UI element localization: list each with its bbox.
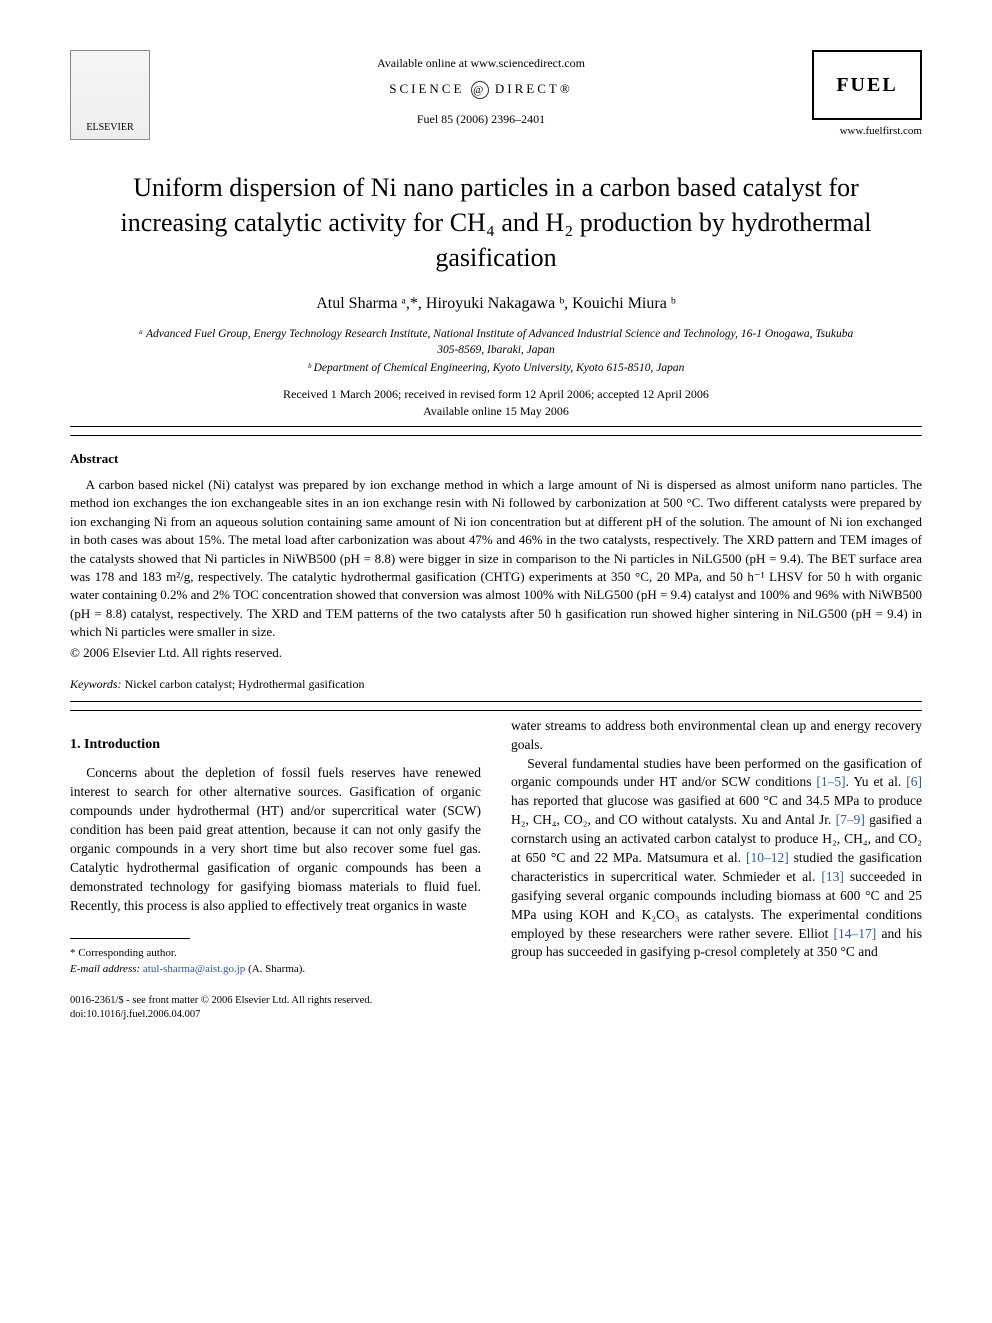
authors-line: Atul Sharma ᵃ,*, Hiroyuki Nakagawa ᵇ, Ko… — [70, 293, 922, 315]
article-title: Uniform dispersion of Ni nano particles … — [100, 170, 892, 275]
journal-url: www.fuelfirst.com — [802, 124, 922, 139]
ref-link-10-12[interactable]: [10–12] — [746, 850, 789, 865]
sciencedirect-at-icon: @ — [471, 81, 489, 99]
bottom-metadata: 0016-2361/$ - see front matter © 2006 El… — [70, 994, 481, 1023]
intro-paragraph-1: Concerns about the depletion of fossil f… — [70, 764, 481, 915]
sciencedirect-text-right: DIRECT® — [495, 81, 573, 96]
intro-p2-b: . Yu et al. — [846, 774, 907, 789]
ref-link-7-9[interactable]: [7–9] — [836, 812, 865, 827]
header-center: Available online at www.sciencedirect.co… — [160, 50, 802, 128]
journal-logo-wrap: FUEL www.fuelfirst.com — [802, 50, 922, 139]
right-column: water streams to address both environmen… — [511, 717, 922, 1023]
keywords-block: Keywords: Nickel carbon catalyst; Hydrot… — [70, 676, 922, 693]
ref-link-1-5[interactable]: [1–5] — [816, 774, 845, 789]
publisher-logo-wrap: ELSEVIER — [70, 50, 160, 140]
fuel-journal-logo: FUEL — [812, 50, 922, 120]
intro-paragraph-2: Several fundamental studies have been pe… — [511, 755, 922, 963]
affiliation-b: ᵇ Department of Chemical Engineering, Ky… — [130, 360, 862, 376]
email-name: (A. Sharma). — [248, 963, 305, 975]
affiliation-a: ᵃ Advanced Fuel Group, Energy Technology… — [130, 326, 862, 358]
ref-link-14-17[interactable]: [14–17] — [834, 926, 877, 941]
rule-above-abstract-2 — [70, 435, 922, 436]
rule-above-abstract — [70, 426, 922, 427]
elsevier-label: ELSEVIER — [86, 121, 133, 135]
dates-line1: Received 1 March 2006; received in revis… — [70, 386, 922, 403]
dates-line2: Available online 15 May 2006 — [70, 403, 922, 420]
article-dates: Received 1 March 2006; received in revis… — [70, 386, 922, 420]
issn-line: 0016-2361/$ - see front matter © 2006 El… — [70, 994, 481, 1009]
ref-link-6[interactable]: [6] — [906, 774, 922, 789]
corresponding-email: E-mail address: atul-sharma@aist.go.jp (… — [70, 961, 481, 978]
keywords-label: Keywords: — [70, 677, 122, 691]
corresponding-author: * Corresponding author. — [70, 945, 481, 962]
fuel-logo-text: FUEL — [836, 71, 897, 99]
sciencedirect-logo: SCIENCE @ DIRECT® — [160, 80, 802, 99]
sciencedirect-text-left: SCIENCE — [389, 81, 464, 96]
keywords-text: Nickel carbon catalyst; Hydrothermal gas… — [125, 677, 365, 691]
abstract-copyright: © 2006 Elsevier Ltd. All rights reserved… — [70, 644, 922, 662]
body-two-column: 1. Introduction Concerns about the deple… — [70, 717, 922, 1023]
intro-paragraph-1-cont: water streams to address both environmen… — [511, 717, 922, 755]
abstract-text: A carbon based nickel (Ni) catalyst was … — [70, 476, 922, 642]
abstract-heading: Abstract — [70, 450, 922, 468]
available-online-text: Available online at www.sciencedirect.co… — [160, 55, 802, 72]
abstract-body: A carbon based nickel (Ni) catalyst was … — [70, 476, 922, 642]
doi-line: doi:10.1016/j.fuel.2006.04.007 — [70, 1008, 481, 1023]
ref-link-13[interactable]: [13] — [821, 869, 844, 884]
corresponding-footnote: * Corresponding author. E-mail address: … — [70, 945, 481, 978]
elsevier-logo: ELSEVIER — [70, 50, 150, 140]
left-column: 1. Introduction Concerns about the deple… — [70, 717, 481, 1023]
journal-citation: Fuel 85 (2006) 2396–2401 — [160, 111, 802, 128]
rule-below-keywords — [70, 701, 922, 702]
section-1-heading: 1. Introduction — [70, 735, 481, 755]
email-label: E-mail address: — [70, 963, 140, 975]
page-header: ELSEVIER Available online at www.science… — [70, 50, 922, 140]
email-value[interactable]: atul-sharma@aist.go.jp — [143, 963, 245, 975]
rule-below-keywords-2 — [70, 710, 922, 711]
footnote-separator — [70, 938, 190, 939]
